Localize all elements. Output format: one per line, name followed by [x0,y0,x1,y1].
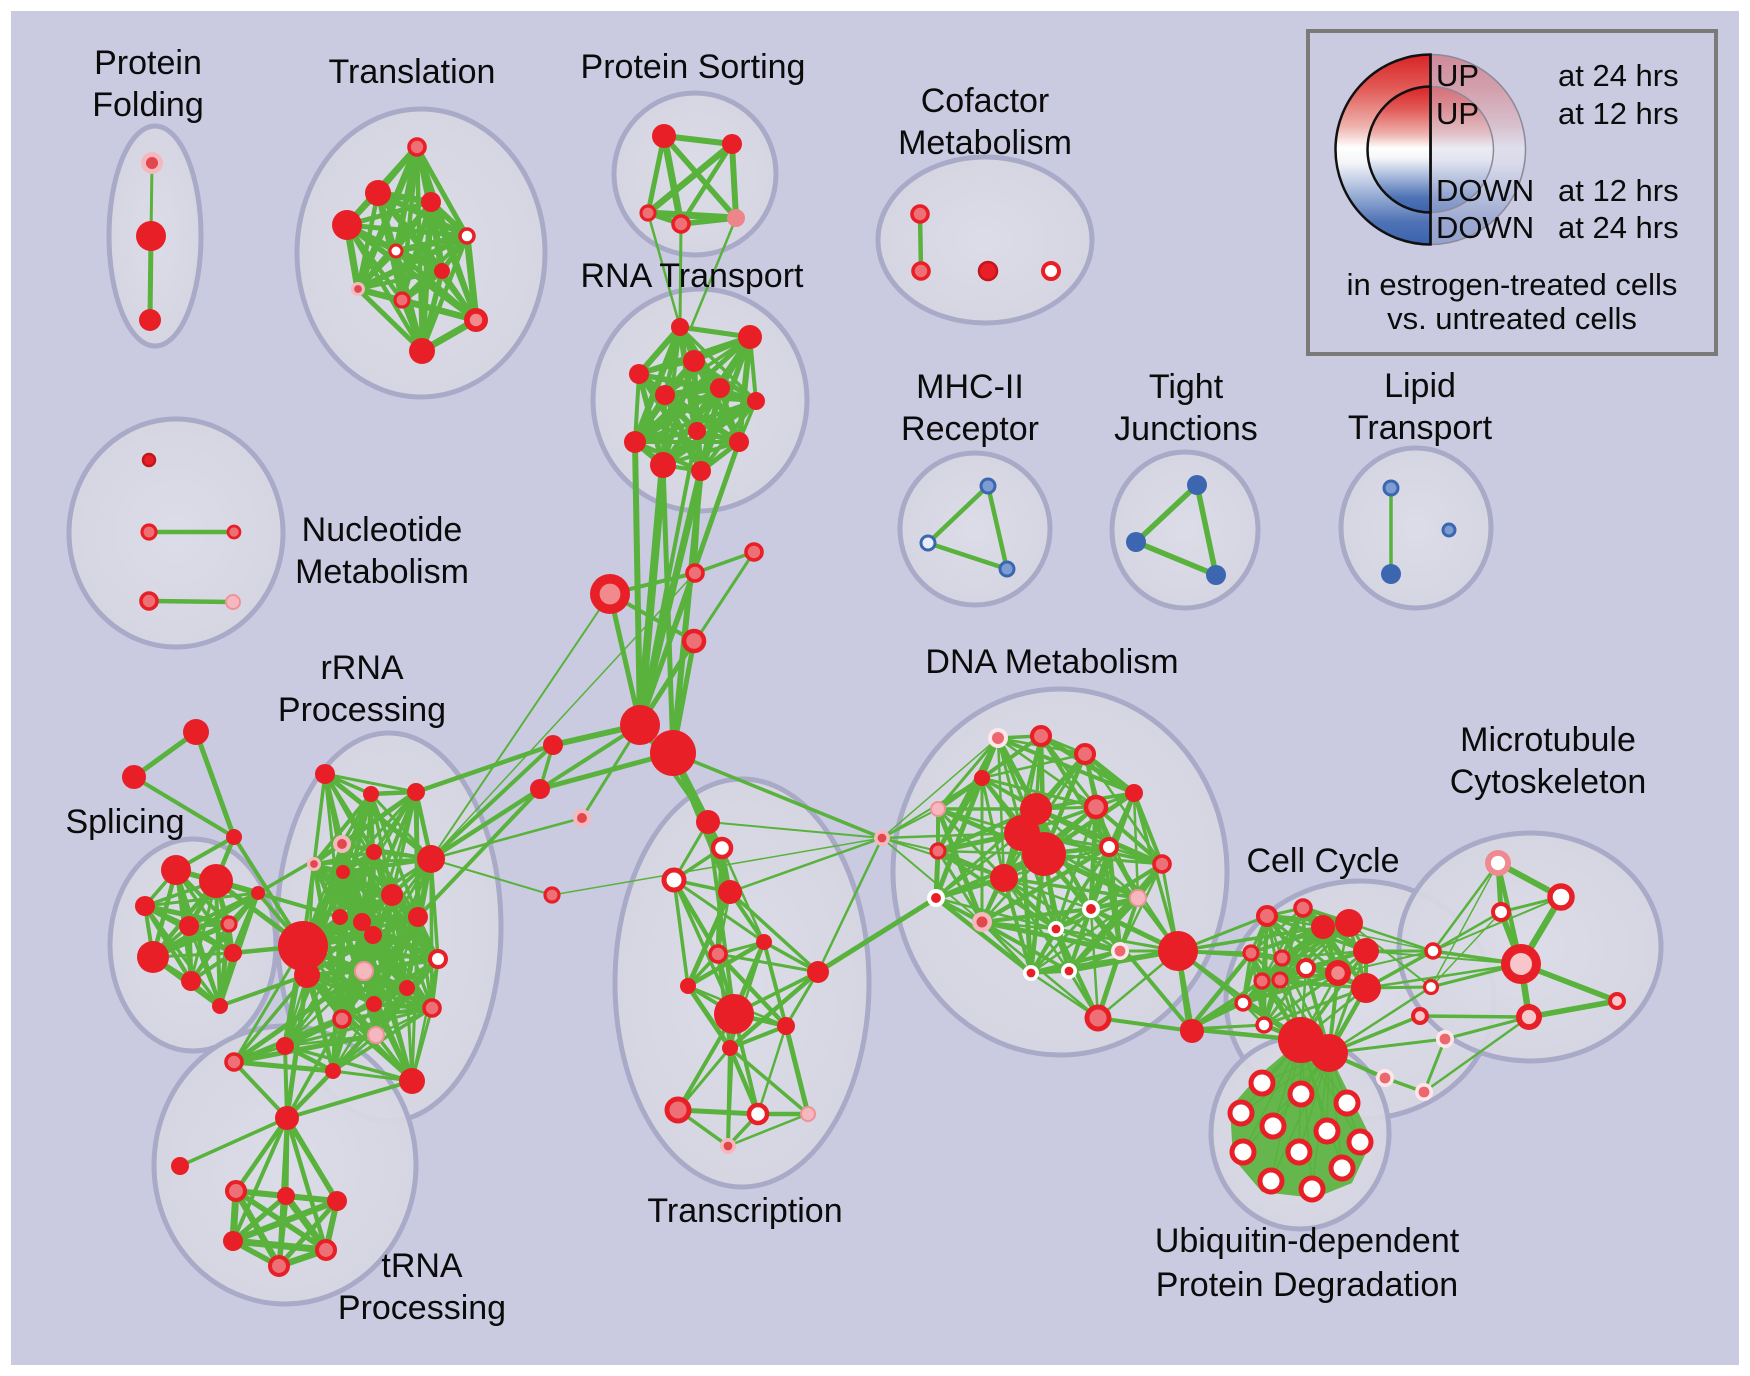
svg-text:Protein Degradation: Protein Degradation [1156,1266,1458,1304]
svg-text:Transport: Transport [1348,409,1493,447]
svg-text:Transcription: Transcription [647,1192,842,1230]
svg-text:DNA Metabolism: DNA Metabolism [925,643,1178,681]
svg-text:Cytoskeleton: Cytoskeleton [1450,763,1647,801]
svg-text:DOWN: DOWN [1436,173,1534,208]
svg-text:Ubiquitin-dependent: Ubiquitin-dependent [1155,1222,1460,1260]
svg-text:Translation: Translation [329,53,496,91]
svg-text:Tight: Tight [1149,368,1224,406]
svg-text:UP: UP [1436,58,1479,93]
svg-text:at 12 hrs: at 12 hrs [1558,173,1679,208]
svg-text:DOWN: DOWN [1436,210,1534,245]
svg-text:vs. untreated cells: vs. untreated cells [1387,301,1637,336]
svg-text:Protein Sorting: Protein Sorting [581,48,806,86]
svg-text:Nucleotide: Nucleotide [302,511,463,549]
svg-text:Receptor: Receptor [901,410,1039,448]
svg-text:tRNA: tRNA [381,1247,463,1285]
svg-text:Processing: Processing [338,1289,506,1327]
svg-text:at 12 hrs: at 12 hrs [1558,96,1679,131]
svg-text:in estrogen-treated cells: in estrogen-treated cells [1347,267,1678,302]
svg-text:at 24 hrs: at 24 hrs [1558,58,1679,93]
svg-text:rRNA: rRNA [320,649,403,687]
svg-text:UP: UP [1436,96,1479,131]
svg-text:Cell Cycle: Cell Cycle [1246,842,1399,880]
svg-text:Protein: Protein [94,44,202,82]
svg-text:at 24 hrs: at 24 hrs [1558,210,1679,245]
svg-text:Junctions: Junctions [1114,410,1258,448]
svg-text:Metabolism: Metabolism [898,124,1072,162]
svg-text:Metabolism: Metabolism [295,553,469,591]
svg-text:Processing: Processing [278,691,446,729]
svg-text:Microtubule: Microtubule [1460,721,1636,759]
svg-text:Splicing: Splicing [65,803,184,841]
svg-text:Lipid: Lipid [1384,367,1456,405]
svg-text:Cofactor: Cofactor [921,82,1050,120]
svg-text:Folding: Folding [92,86,204,124]
svg-text:RNA Transport: RNA Transport [581,257,805,295]
svg-text:MHC-II: MHC-II [916,368,1024,406]
